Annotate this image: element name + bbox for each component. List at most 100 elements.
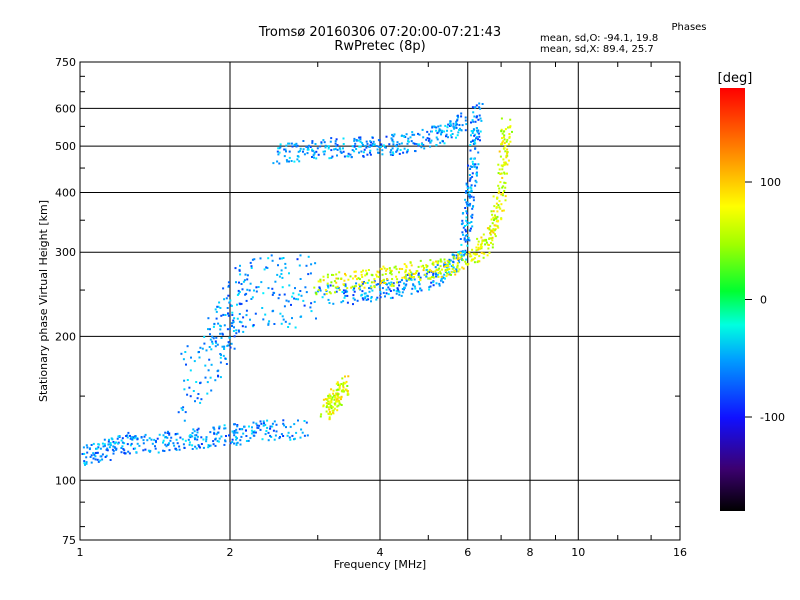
data-point [267,323,270,326]
data-point [464,260,467,263]
data-point [328,393,331,396]
data-point [95,447,97,450]
data-point [351,149,354,152]
data-point [464,129,467,132]
data-point [504,128,507,131]
data-point [212,443,215,446]
data-point [340,395,343,398]
data-point [501,176,504,179]
data-point [332,411,334,414]
data-point [504,199,507,202]
data-point [423,147,426,150]
data-point [473,115,476,118]
data-point [151,442,154,445]
data-point [96,458,99,461]
data-point [228,336,231,339]
data-point [380,282,382,285]
data-point [465,230,467,233]
data-point [441,129,444,132]
data-point [479,139,481,142]
data-point [475,253,478,256]
data-point [219,325,222,328]
data-point [495,217,498,220]
data-point [267,257,270,260]
data-point [393,266,396,269]
data-point [458,124,461,126]
data-point [473,157,476,160]
data-point [506,172,508,175]
data-point [250,432,253,435]
data-point [147,449,150,452]
stats-line-o: mean, sd,O: -94.1, 19.8 [540,33,659,44]
data-point [296,155,299,158]
data-point [461,266,464,269]
data-point [305,145,308,148]
data-point [365,269,368,272]
data-point [315,317,317,320]
data-point [361,143,364,146]
data-point [465,182,468,185]
data-point [503,161,506,164]
data-point [326,276,329,279]
data-point [332,274,335,276]
data-point [496,210,499,213]
data-point [438,128,441,131]
data-point [123,452,126,454]
data-point [464,207,467,209]
data-point [327,403,330,405]
data-point [173,444,176,447]
data-point [227,284,230,287]
data-point [314,143,317,145]
data-point [225,435,227,437]
data-point [196,397,199,400]
data-point [222,354,225,357]
data-point [340,301,343,304]
data-point [475,174,478,177]
data-point [197,444,200,446]
data-point [346,294,349,297]
data-point [473,165,476,168]
data-point [220,435,223,438]
data-point [470,166,473,168]
data-point [199,446,201,449]
data-point [214,444,217,447]
data-point [224,427,227,430]
data-point [469,144,472,146]
data-point [436,138,439,141]
data-point [328,416,331,419]
data-point [311,140,314,143]
data-point [200,443,203,445]
data-point [342,300,345,303]
data-point [410,264,413,267]
data-point [412,283,415,286]
data-point [336,400,339,403]
data-point [472,252,475,255]
data-point [293,423,296,426]
data-point [89,447,91,450]
data-point [453,269,456,272]
data-point [396,147,399,150]
data-point [295,431,298,434]
data-point [456,264,459,267]
data-point [425,275,428,278]
data-point [501,194,504,197]
data-point [478,260,481,263]
data-point [467,236,470,239]
data-point [204,364,207,367]
data-point [390,149,393,152]
data-point [379,292,382,295]
data-point [216,370,219,373]
data-point [342,289,345,292]
data-point [377,271,380,274]
data-point [217,431,220,434]
data-point [168,433,171,436]
data-point [455,268,458,271]
data-point [342,283,345,286]
data-point [107,440,110,443]
data-point [366,142,369,145]
x-tick-label: 6 [464,546,471,559]
data-point [199,381,202,384]
data-point [482,239,485,242]
data-point [495,202,498,205]
data-point [328,403,331,406]
